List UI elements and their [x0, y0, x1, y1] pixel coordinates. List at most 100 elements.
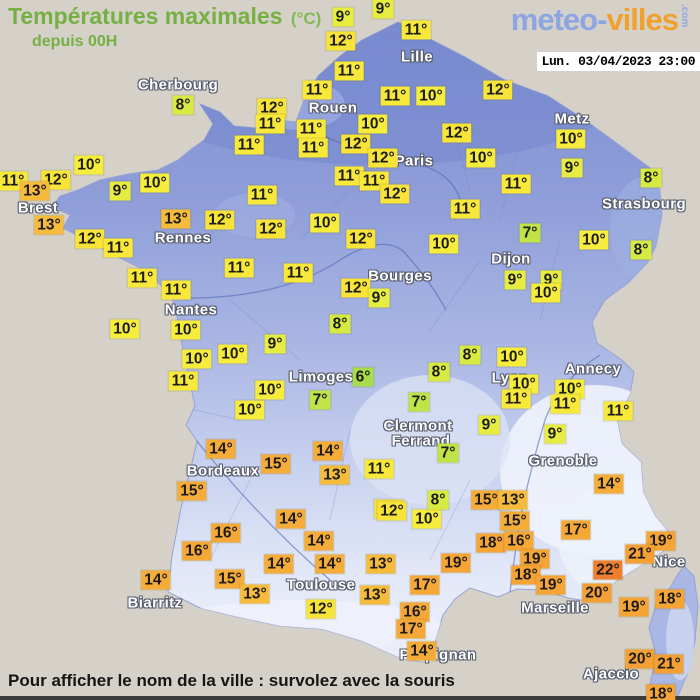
temp-label: 11° — [247, 185, 277, 205]
temp-label: 22° — [593, 560, 623, 580]
temp-label: 10° — [358, 114, 388, 134]
datetime-badge: Lun. 03/04/2023 23:00 — [536, 52, 700, 71]
temp-label: 7° — [519, 223, 541, 243]
temp-label: 11° — [234, 135, 264, 155]
temp-label: 11° — [334, 166, 364, 186]
temp-label: 11° — [501, 389, 531, 409]
temp-label: 14° — [313, 441, 343, 461]
temp-label: 10° — [579, 230, 609, 250]
city-label-marseille[interactable]: Marseille — [521, 599, 589, 617]
temp-label: 11° — [364, 459, 394, 479]
temp-label: 16° — [182, 541, 212, 561]
city-label-clermont[interactable]: Clermont — [383, 417, 453, 435]
temp-label: 15° — [500, 511, 530, 531]
city-label-strasbourg[interactable]: Strasbourg — [601, 195, 687, 213]
temp-label: 12° — [442, 123, 472, 143]
city-label-cherbourg[interactable]: Cherbourg — [137, 76, 219, 94]
temp-label: 12° — [341, 134, 371, 154]
temp-label: 19° — [619, 597, 649, 617]
page-title: Températures maximales — [8, 3, 283, 29]
city-label-metz[interactable]: Metz — [554, 110, 590, 128]
city-label-annecy[interactable]: Annecy — [564, 360, 622, 378]
temp-label: 15° — [471, 490, 501, 510]
temp-label: 7° — [408, 392, 430, 412]
temp-label: 18° — [646, 684, 676, 700]
temp-label: 12° — [377, 501, 407, 521]
temp-label: 14° — [594, 474, 624, 494]
temp-label: 17° — [396, 619, 426, 639]
temp-label: 14° — [141, 570, 171, 590]
temp-label: 11° — [603, 401, 633, 421]
meteo-villes-logo[interactable]: meteo-villes.com — [511, 2, 690, 38]
temp-label: 10° — [110, 319, 140, 339]
temp-label: 11° — [103, 238, 133, 258]
temp-label: 12° — [341, 278, 371, 298]
page-title-unit: (°C) — [290, 9, 322, 28]
city-label-nice[interactable]: Nice — [652, 553, 686, 571]
city-label-dijon[interactable]: Dijon — [491, 250, 531, 268]
temp-label: 18° — [511, 565, 541, 585]
temp-label: 10° — [429, 234, 459, 254]
city-label-toulouse[interactable]: Toulouse — [286, 576, 356, 594]
temp-label: 20° — [625, 649, 655, 669]
city-label-nantes[interactable]: Nantes — [164, 301, 218, 319]
temp-label: 12° — [346, 229, 376, 249]
temp-label: 9° — [264, 334, 286, 354]
temp-label: 7° — [437, 443, 459, 463]
temp-label: 12° — [326, 31, 356, 51]
temp-label: 16° — [400, 602, 430, 622]
temp-label: 10° — [310, 213, 340, 233]
temp-label: 16° — [211, 523, 241, 543]
temp-label: 21° — [625, 544, 655, 564]
city-label-grenoble[interactable]: Grenoble — [528, 452, 598, 470]
temp-label: 12° — [205, 210, 235, 230]
temp-label: 12° — [256, 219, 286, 239]
temp-label: 11° — [302, 80, 332, 100]
city-label-limoges[interactable]: Limoges — [288, 368, 354, 386]
city-label-bordeaux[interactable]: Bordeaux — [186, 462, 260, 480]
temp-label: 15° — [215, 569, 245, 589]
temp-label: 8° — [329, 314, 351, 334]
city-label-lille[interactable]: Lille — [400, 48, 434, 66]
temp-label: 9° — [372, 0, 394, 19]
temp-label: 11° — [401, 20, 431, 40]
temp-label: 12° — [368, 148, 398, 168]
temp-label: 18° — [655, 589, 685, 609]
temp-label: 12° — [483, 80, 513, 100]
temp-label: 10° — [531, 283, 561, 303]
temp-label: 13° — [161, 209, 191, 229]
temp-label: 11° — [298, 138, 328, 158]
temp-label: 12° — [380, 184, 410, 204]
temp-label: 19° — [520, 549, 550, 569]
temp-label: 10° — [182, 349, 212, 369]
temp-label: 14° — [276, 509, 306, 529]
city-label-brest[interactable]: Brest — [17, 199, 59, 217]
city-label-ferrand[interactable]: Ferrand — [391, 432, 451, 450]
temp-label: 10° — [255, 380, 285, 400]
temp-label: 9° — [544, 424, 566, 444]
temp-label: 8° — [172, 95, 194, 115]
city-label-rouen[interactable]: Rouen — [308, 99, 358, 117]
temp-label: 10° — [171, 320, 201, 340]
city-label-bourges[interactable]: Bourges — [368, 267, 432, 285]
temp-label: 14° — [206, 439, 236, 459]
page-subtitle: depuis 00H — [32, 33, 118, 50]
city-label-ajaccio[interactable]: Ajaccio — [582, 665, 640, 683]
temp-label: 11° — [550, 394, 580, 414]
temp-label: 16° — [504, 531, 534, 551]
city-label-biarritz[interactable]: Biarritz — [127, 594, 183, 612]
temp-label: 11° — [168, 371, 198, 391]
temp-label: 15° — [177, 481, 207, 501]
temp-label: 8° — [630, 240, 652, 260]
temp-label: 8° — [427, 490, 449, 510]
temp-label: 13° — [240, 584, 270, 604]
city-label-rennes[interactable]: Rennes — [154, 229, 212, 247]
temp-label: 21° — [654, 654, 684, 674]
city-label-paris[interactable]: Paris — [394, 152, 434, 170]
logo-part-meteo: meteo- — [510, 2, 608, 37]
temp-label: 19° — [441, 553, 471, 573]
temp-label: 17° — [561, 520, 591, 540]
temp-label: 13° — [320, 465, 350, 485]
temp-label: 10° — [416, 86, 446, 106]
